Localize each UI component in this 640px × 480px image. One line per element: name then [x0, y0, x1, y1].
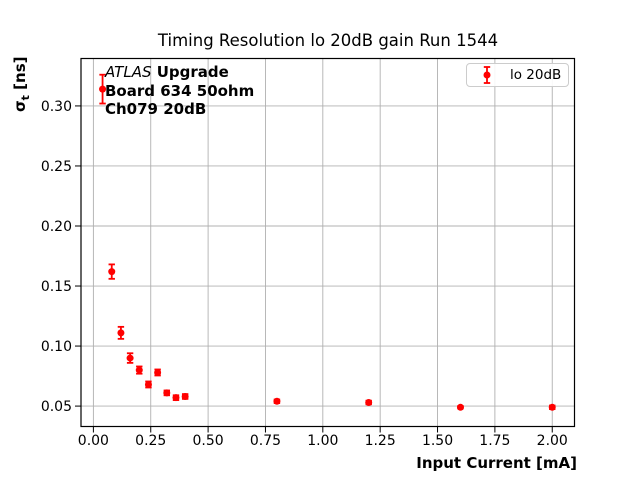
y-tick-label: 0.30 [41, 99, 72, 115]
data-point [117, 329, 125, 337]
data-point [99, 85, 107, 93]
legend-entry-label: lo 20dB [510, 67, 562, 83]
data-point [144, 380, 152, 388]
y-tick-label: 0.20 [41, 219, 72, 235]
x-tick-label: 1.25 [365, 433, 396, 449]
data-point [365, 398, 373, 406]
y-axis-label: σt [ns] [11, 57, 32, 113]
x-tick-label: 0.75 [250, 433, 281, 449]
annotation-line-1: ATLAS Upgrade [105, 63, 254, 82]
x-tick-label: 0.50 [193, 433, 224, 449]
y-axis-unit: [ns] [11, 56, 29, 96]
x-tick-label: 1.00 [307, 433, 338, 449]
sigma-symbol: σ [11, 100, 29, 112]
sigma-subscript: t [19, 95, 32, 101]
annotation-line-2: Board 634 50ohm [105, 81, 255, 100]
x-axis-label: Input Current [mA] [416, 454, 577, 472]
data-point [108, 268, 116, 276]
legend-box: lo 20dB [466, 63, 570, 87]
axes-spines [80, 57, 576, 428]
chart-title: Timing Resolution lo 20dB gain Run 1544 [157, 31, 499, 50]
annotation-block: ATLAS Upgrade Board 634 50ohm Ch079 20dB [105, 63, 254, 119]
data-point [135, 366, 143, 374]
atlas-label: ATLAS [105, 63, 152, 81]
x-tick-label: 0.00 [78, 433, 109, 449]
data-point [273, 397, 281, 405]
x-tick-label: 0.25 [135, 433, 166, 449]
data-point [548, 403, 556, 411]
x-tick-label: 1.50 [422, 433, 453, 449]
data-point [172, 394, 180, 402]
y-tick-label: 0.05 [41, 399, 72, 415]
data-point [126, 354, 134, 362]
x-tick-label: 1.75 [479, 433, 510, 449]
y-tick-label: 0.15 [41, 279, 72, 295]
annotation-line-3: Ch079 20dB [105, 100, 207, 118]
data-point [163, 389, 171, 397]
legend-data-point [483, 71, 491, 79]
data-point [181, 392, 189, 400]
y-tick-label: 0.10 [41, 339, 72, 355]
data-point [154, 368, 162, 376]
y-tick-label: 0.25 [41, 159, 72, 175]
upgrade-label: Upgrade [151, 63, 229, 81]
data-point [456, 403, 464, 411]
x-tick-label: 2.00 [537, 433, 568, 449]
errorbar-marker-icon [483, 66, 491, 84]
